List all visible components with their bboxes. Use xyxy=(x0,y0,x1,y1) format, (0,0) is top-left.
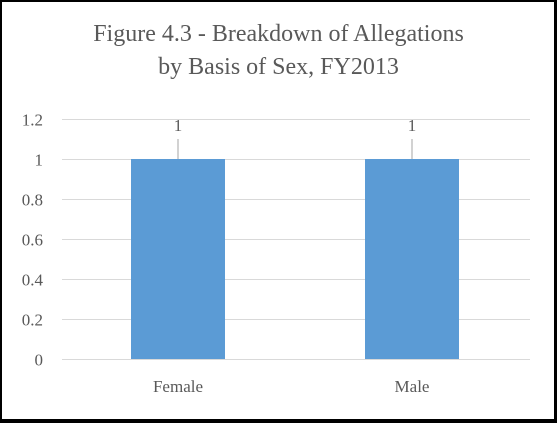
y-tick-label: 0.8 xyxy=(22,191,43,210)
chart-title-line-1: Figure 4.3 - Breakdown of Allegations xyxy=(93,21,464,47)
bars xyxy=(131,139,459,359)
chart-title: Figure 4.3 - Breakdown of Allegations by… xyxy=(0,18,557,84)
y-tick-label: 0.2 xyxy=(22,311,43,330)
bar-male xyxy=(365,159,459,359)
x-tick-label: Male xyxy=(395,377,430,396)
y-tick-label: 0.6 xyxy=(22,231,43,250)
labels: 0 0.2 0.4 0.6 0.8 1 1.2 1 Female 1 Male xyxy=(22,111,430,397)
data-label: 1 xyxy=(174,116,183,135)
chart-title-line-2: by Basis of Sex, FY2013 xyxy=(158,54,399,80)
y-tick-label: 1 xyxy=(35,151,44,170)
data-label: 1 xyxy=(408,116,417,135)
x-tick-label: Female xyxy=(153,377,203,396)
y-tick-label: 0.4 xyxy=(22,271,44,290)
y-tick-label: 0 xyxy=(35,351,44,370)
bar-female xyxy=(131,159,225,359)
y-tick-label: 1.2 xyxy=(22,111,43,130)
